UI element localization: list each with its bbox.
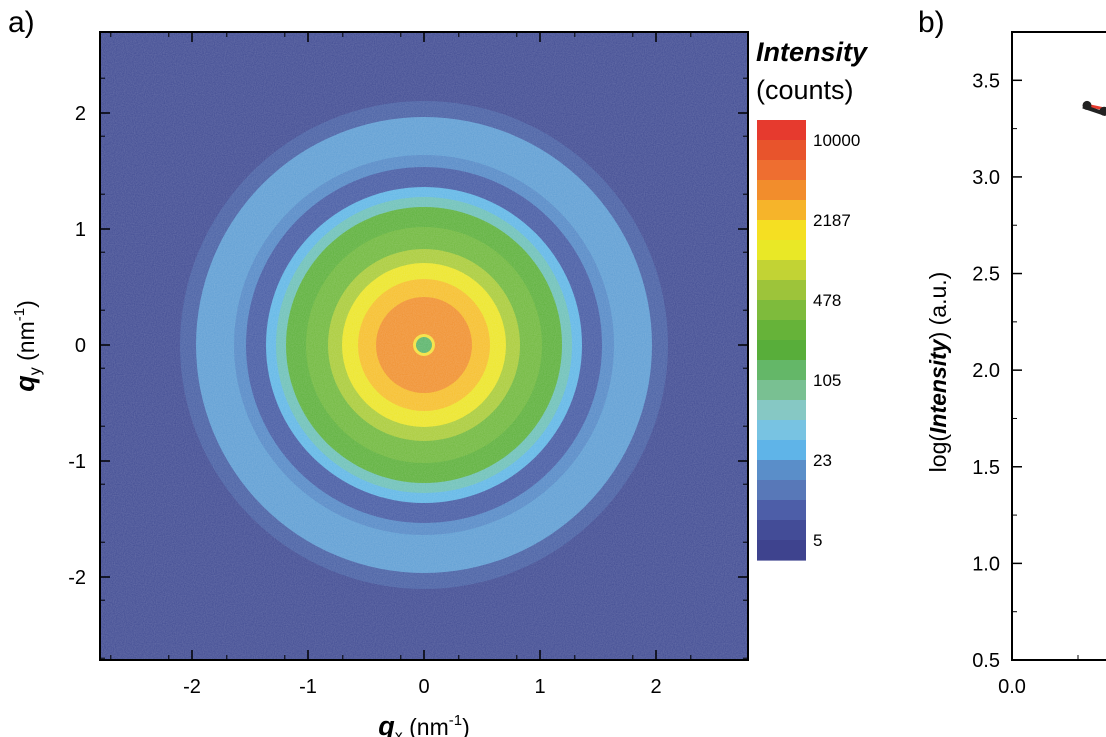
colorbar: 10000 2187 478 105 23 5 — [757, 120, 860, 561]
y-tick-label: 0 — [75, 335, 86, 357]
line-y-tick-label: 1.0 — [972, 553, 1000, 575]
y-axis-unit: nm — [13, 321, 39, 353]
colorbar-title: Intensity — [756, 37, 869, 67]
colorbar-unit: (counts) — [756, 75, 854, 105]
x-tick-label: 0 — [418, 676, 429, 698]
colorbar-tick-label: 478 — [813, 291, 841, 310]
line-y-tick-label: 1.5 — [972, 457, 1000, 479]
x-tick-label: 2 — [650, 676, 661, 698]
colorbar-segment — [757, 260, 806, 281]
line-panel-frame — [1011, 31, 1106, 661]
colorbar-segment — [757, 240, 806, 261]
colorbar-segment — [757, 480, 806, 501]
colorbar-segment — [757, 400, 806, 421]
line-y-tick-label: 2.0 — [972, 360, 1000, 382]
line-y-axis-emph: Intensity — [925, 338, 951, 434]
noise-texture — [100, 32, 748, 660]
line-y-tick-label: 0.5 — [972, 650, 1000, 672]
data-point — [1082, 100, 1092, 110]
y-tick-label: -2 — [68, 567, 86, 589]
x-axis-unit: nm — [417, 714, 449, 737]
colorbar-segment — [757, 380, 806, 401]
colorbar-segment — [757, 420, 806, 441]
line-panel: 0.5 1.0 1.5 2.0 2.5 3.0 3.5 0.0 log(Intensity) … — [925, 31, 1106, 698]
colorbar-segment — [757, 460, 806, 481]
line-y-tick-label: 3.0 — [972, 167, 1000, 189]
x-axis-unit-exp: -1 — [449, 712, 462, 729]
colorbar-segment — [757, 140, 806, 161]
panel-a-letter: a) — [8, 6, 35, 39]
colorbar-segment — [757, 300, 806, 321]
colorbar-segment — [757, 360, 806, 381]
colorbar-segment — [757, 540, 806, 561]
line-y-tick-label: 3.5 — [972, 70, 1000, 92]
x-tick-label: -2 — [183, 676, 201, 698]
colorbar-segment — [757, 160, 806, 181]
colorbar-tick-label: 5 — [813, 531, 822, 550]
line-panel-series — [1082, 100, 1106, 117]
y-tick-label: -1 — [68, 451, 86, 473]
colorbar-tick-label: 105 — [813, 371, 841, 390]
colorbar-segment — [757, 520, 806, 541]
colorbar-segment — [757, 220, 806, 241]
y-axis-title: qy (nm-1) — [10, 300, 44, 392]
line-panel-ticks: 0.5 1.0 1.5 2.0 2.5 3.0 3.5 0.0 — [972, 70, 1079, 698]
y-tick-label: 2 — [75, 103, 86, 125]
colorbar-tick-label: 2187 — [813, 211, 851, 230]
y-tick-label: 1 — [75, 219, 86, 241]
colorbar-segment — [757, 280, 806, 301]
y-axis-symbol: q — [10, 375, 40, 392]
line-y-axis-title: log(Intensity) (a.u.) — [925, 272, 951, 473]
colorbar-segment — [757, 180, 806, 201]
line-y-axis-prefix: log( — [925, 434, 951, 473]
panel-b-letter: b) — [918, 6, 945, 39]
colorbar-segment — [757, 500, 806, 521]
line-y-axis-suffix: ) (a.u.) — [925, 272, 951, 340]
line-y-tick-label: 2.5 — [972, 264, 1000, 286]
colorbar-segment — [757, 320, 806, 341]
heatmap-panel: -2 -1 0 1 2 -2 -1 0 1 2 qy (nm-1) qx (nm-1) Inten… — [10, 31, 869, 737]
data-point — [1099, 106, 1106, 116]
heatmap-image — [100, 32, 748, 660]
colorbar-segment — [757, 340, 806, 361]
x-axis-subscript: x — [395, 728, 403, 737]
colorbar-tick-label: 23 — [813, 451, 832, 470]
y-axis-subscript: y — [27, 367, 44, 375]
heatmap-ticks: -2 -1 0 1 2 -2 -1 0 1 2 — [68, 32, 748, 698]
x-axis-title: qx (nm-1) — [378, 711, 470, 737]
y-axis-unit-exp: -1 — [11, 308, 28, 321]
colorbar-segment — [757, 200, 806, 221]
colorbar-segment — [757, 120, 806, 141]
x-tick-label: -1 — [299, 676, 317, 698]
x-axis-symbol: q — [378, 711, 395, 737]
colorbar-tick-label: 10000 — [813, 131, 860, 150]
line-x-tick-label: 0.0 — [998, 676, 1026, 698]
colorbar-segment — [757, 440, 806, 461]
x-tick-label: 1 — [534, 676, 545, 698]
